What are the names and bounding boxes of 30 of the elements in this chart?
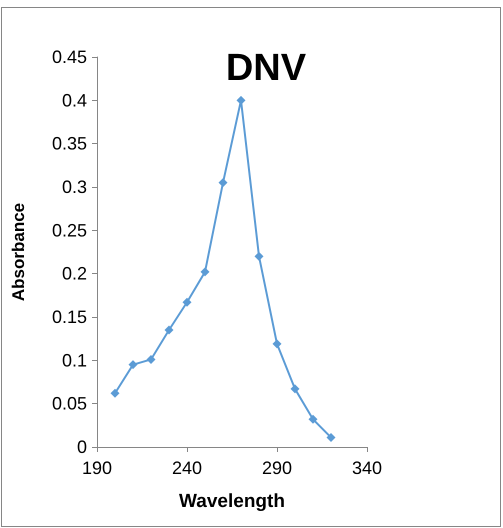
point <box>128 360 138 370</box>
y-tick-label: 0.45 <box>52 47 87 67</box>
x-tick-label: 290 <box>262 458 292 478</box>
y-tick-label: 0 <box>76 437 87 457</box>
y-axis-title: Absorbance <box>9 202 28 302</box>
point <box>308 414 318 424</box>
point <box>200 267 210 276</box>
y-tick-label: 0.4 <box>62 90 87 110</box>
chart-title: DNV <box>226 47 307 89</box>
point <box>326 432 336 442</box>
y-tick-label: 0.15 <box>52 307 87 327</box>
point <box>146 354 156 364</box>
point <box>182 298 192 307</box>
point <box>254 252 264 261</box>
y-tick-label: 0.1 <box>62 350 87 370</box>
y-tick-label: 0.25 <box>52 220 87 240</box>
y-tick-label: 0.35 <box>52 134 87 154</box>
point <box>290 384 300 394</box>
y-tick-label: 0.05 <box>52 394 87 414</box>
x-tick-label: 240 <box>172 458 202 478</box>
point <box>236 96 246 105</box>
point <box>164 326 174 334</box>
y-tick-label: 0.3 <box>62 177 87 197</box>
x-axis-title: Wavelength <box>179 491 285 512</box>
x-tick-label: 190 <box>82 458 112 478</box>
y-tick-label: 0.2 <box>62 264 87 284</box>
point <box>272 339 282 348</box>
x-tick-label: 340 <box>352 458 382 478</box>
point <box>218 178 228 188</box>
point <box>110 388 120 398</box>
